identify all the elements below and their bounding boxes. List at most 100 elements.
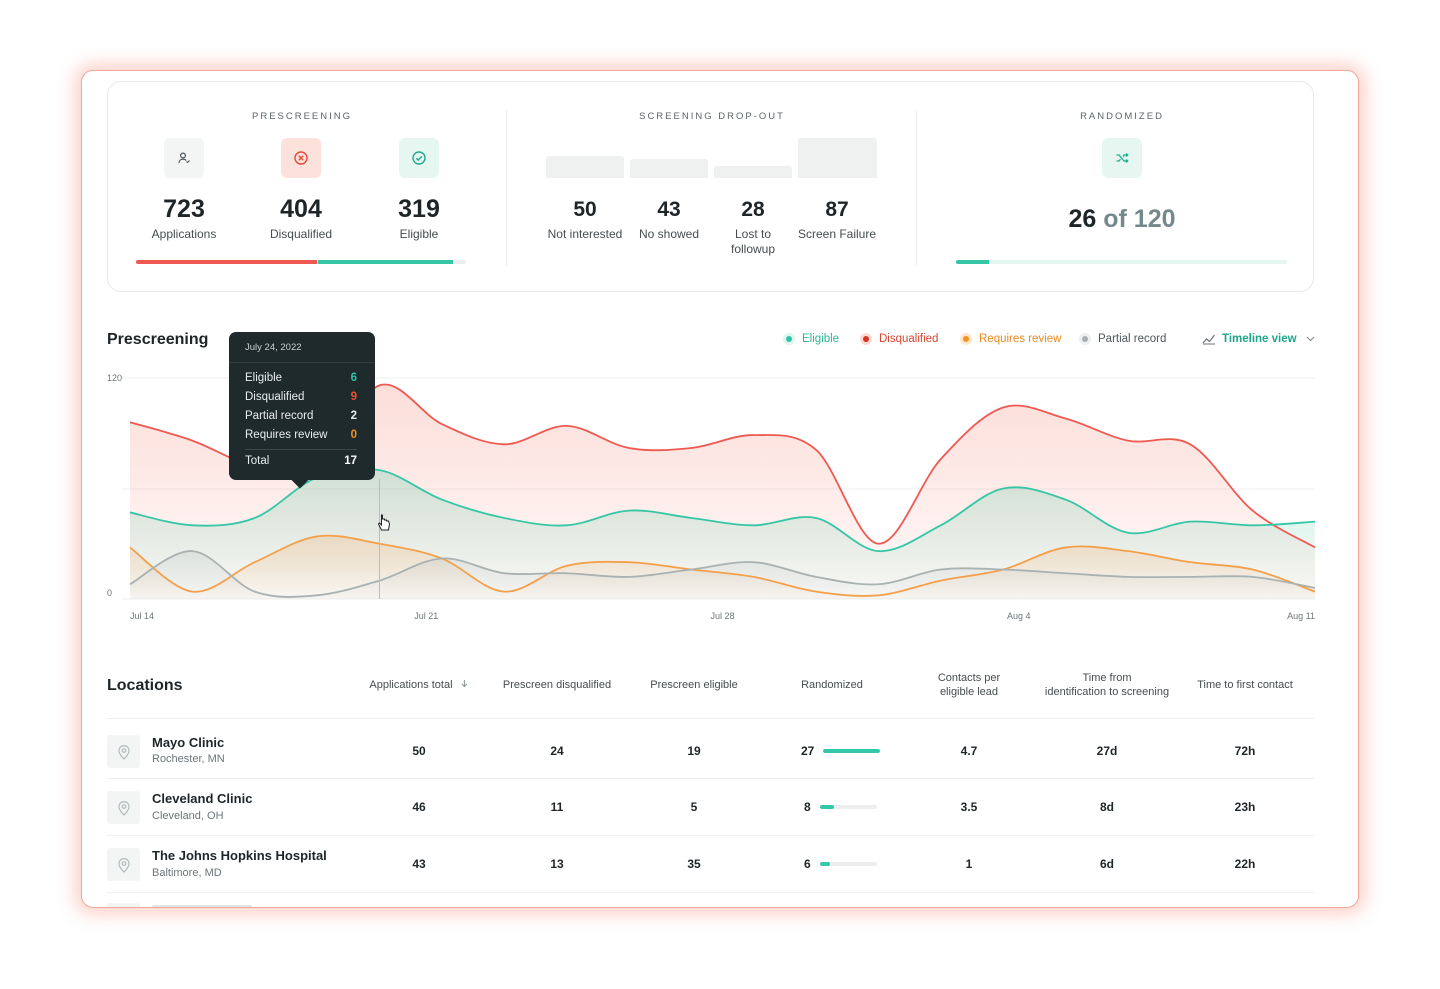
legend-label: Disqualified bbox=[879, 333, 939, 345]
cell-eligible: 19 bbox=[687, 744, 701, 758]
legend-partial-record[interactable]: Partial record bbox=[1079, 333, 1166, 345]
series-line-partial-record[interactable] bbox=[129, 550, 1316, 598]
randomized-mini-fill bbox=[823, 749, 881, 753]
randomized-progress-text: 26 of 120 bbox=[1068, 205, 1175, 234]
summary-card: PRESCREENING 723 404 319 Applications Di… bbox=[107, 81, 1314, 292]
x-tick-label: Aug 11 bbox=[1287, 611, 1315, 621]
locations-title: Locations bbox=[107, 677, 183, 694]
dashboard-frame: PRESCREENING 723 404 319 Applications Di… bbox=[81, 70, 1359, 908]
x-tick-label: Aug 4 bbox=[1007, 611, 1031, 621]
randomized-total: of 120 bbox=[1103, 205, 1176, 233]
tooltip-row: Eligible 6 bbox=[245, 372, 357, 384]
tooltip-total-value: 17 bbox=[344, 455, 357, 467]
series-line-requires-review[interactable] bbox=[129, 534, 1316, 597]
dropout-title: SCREENING DROP-OUT bbox=[639, 111, 785, 122]
cell-applications: 46 bbox=[412, 800, 426, 814]
dropout-bar-lost-to-followup bbox=[714, 166, 792, 178]
tooltip-row-label: Eligible bbox=[245, 372, 283, 384]
tooltip-total-label: Total bbox=[245, 455, 270, 467]
cell-contacts: 1 bbox=[965, 857, 973, 871]
table-divider bbox=[107, 718, 1314, 719]
dropout-label: Screen Failure bbox=[797, 227, 877, 241]
legend-requires-review[interactable]: Requires review bbox=[960, 333, 1061, 345]
column-header-randomized[interactable]: Randomized bbox=[801, 679, 863, 691]
randomized-progress-fill bbox=[956, 260, 990, 264]
location-name[interactable]: Mayo Clinic bbox=[152, 735, 225, 750]
legend-disqualified[interactable]: Disqualified bbox=[860, 333, 938, 345]
cell-contacts: 3.5 bbox=[960, 800, 978, 814]
location-city: Baltimore, MD bbox=[152, 867, 222, 879]
randomized-mini-fill bbox=[819, 805, 834, 809]
legend-dot-icon bbox=[783, 333, 795, 345]
cell-disqualified: 13 bbox=[550, 857, 564, 871]
column-header-prescreen-eligible[interactable]: Prescreen eligible bbox=[650, 679, 738, 691]
x-tick-label: Jul 14 bbox=[130, 611, 154, 621]
column-header-prescreen-disqualified[interactable]: Prescreen disqualified bbox=[502, 679, 612, 691]
dropout-value: 43 bbox=[657, 198, 681, 221]
section-divider bbox=[916, 110, 917, 266]
prescreening-split-bar bbox=[136, 260, 466, 264]
disqualified-label: Disqualified bbox=[269, 227, 333, 241]
tooltip-row-value: 2 bbox=[350, 410, 357, 422]
area-partial-record bbox=[130, 551, 1315, 599]
timeline-view-dropdown[interactable]: Timeline view bbox=[1202, 333, 1315, 345]
randomized-progress-bar bbox=[956, 260, 1287, 264]
tooltip-total-row: Total 17 bbox=[245, 455, 357, 467]
shuffle-icon bbox=[1102, 138, 1142, 178]
dropout-bar-not-interested bbox=[546, 156, 624, 178]
legend-label: Partial record bbox=[1098, 333, 1167, 345]
location-city: Rochester, MN bbox=[152, 753, 225, 765]
location-name[interactable]: The Johns Hopkins Hospital bbox=[152, 848, 327, 863]
cell-time-first-contact: 22h bbox=[1234, 857, 1256, 871]
section-divider bbox=[506, 110, 507, 266]
tooltip-divider bbox=[245, 449, 357, 450]
location-pin-icon bbox=[107, 791, 140, 824]
check-circle-icon bbox=[399, 138, 439, 178]
disqualified-segment bbox=[136, 260, 317, 264]
dropout-value: 28 bbox=[741, 198, 765, 221]
prescreening-title: PRESCREENING bbox=[251, 111, 353, 122]
line-chart-icon bbox=[1202, 334, 1215, 345]
location-name[interactable]: Cleveland Clinic bbox=[152, 791, 253, 806]
user-icon bbox=[164, 138, 204, 178]
cell-time-identification: 27d bbox=[1096, 744, 1118, 758]
hand-cursor-shape bbox=[377, 514, 390, 531]
location-name-placeholder bbox=[152, 905, 252, 907]
randomized-title: RANDOMIZED bbox=[1080, 111, 1164, 122]
cell-disqualified: 11 bbox=[550, 800, 564, 814]
cell-randomized: 27 bbox=[801, 744, 881, 758]
table-divider bbox=[107, 835, 1314, 836]
prescreening-chart[interactable]: 120 0 Jul 14 Jul 21 Jul 28 Aug 4 Aug 11 bbox=[102, 371, 1317, 626]
tooltip-row: Requires review 0 bbox=[245, 429, 357, 441]
column-header-contacts-per-lead[interactable]: Contacts per eligible lead bbox=[937, 672, 1001, 698]
cell-time-first-contact: 72h bbox=[1234, 744, 1256, 758]
cell-randomized: 6 bbox=[804, 857, 877, 871]
tooltip-divider bbox=[229, 362, 375, 363]
legend-label: Eligible bbox=[802, 333, 840, 345]
legend-dot-icon bbox=[1079, 333, 1091, 345]
dropout-value: 87 bbox=[825, 198, 849, 221]
sort-arrow-down-icon bbox=[461, 680, 468, 688]
applications-count: 723 bbox=[163, 195, 205, 223]
cell-applications: 50 bbox=[412, 744, 426, 758]
legend-eligible[interactable]: Eligible bbox=[783, 333, 839, 345]
x-tick-label: Jul 21 bbox=[414, 611, 438, 621]
dropout-label: Not interested bbox=[547, 227, 623, 241]
column-header-time-identification[interactable]: Time from identification to screening bbox=[1044, 672, 1170, 698]
location-city: Cleveland, OH bbox=[152, 810, 224, 822]
chevron-down-icon bbox=[1306, 336, 1315, 342]
randomized-mini-fill bbox=[819, 862, 830, 866]
column-header-applications-total[interactable]: Applications total bbox=[369, 678, 468, 692]
y-tick-label: 0 bbox=[107, 588, 112, 598]
table-divider bbox=[107, 892, 1314, 893]
hand-cursor-icon bbox=[377, 514, 390, 531]
randomized-mini-bar bbox=[823, 749, 881, 753]
randomized-value: 8 bbox=[804, 800, 811, 814]
randomized-mini-bar bbox=[819, 805, 877, 809]
column-header-time-first-contact[interactable]: Time to first contact bbox=[1197, 679, 1293, 691]
chart-areas bbox=[130, 384, 1315, 599]
chart-tooltip: July 24, 2022 Eligible 6 Disqualified 9 … bbox=[229, 332, 375, 480]
eligible-label: Eligible bbox=[399, 227, 439, 241]
legend-dot-icon bbox=[860, 333, 872, 345]
dropout-bar-no-showed bbox=[630, 159, 708, 178]
